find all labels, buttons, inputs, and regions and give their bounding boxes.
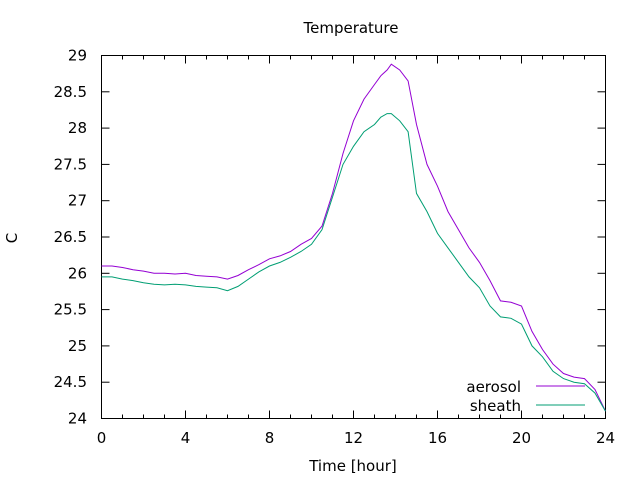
- x-tick-label: 20: [512, 429, 531, 447]
- y-tick-label: 25.5: [54, 301, 87, 319]
- y-tick-label: 24: [68, 410, 87, 428]
- x-tick-label: 4: [181, 429, 191, 447]
- x-axis-label: Time [hour]: [308, 457, 397, 475]
- legend-label-aerosol: aerosol: [466, 378, 521, 396]
- y-tick-label: 26.5: [54, 228, 87, 246]
- y-tick-label: 27.5: [54, 155, 87, 173]
- axis-tick-labels: 0 4 8 12 16 20 24 24 24.5 25 25.5 26 26.5 27 27.5 28 28.…: [54, 47, 615, 448]
- series-line-sheath: [101, 113, 606, 412]
- x-tick-label: 24: [596, 429, 615, 447]
- y-tick-label: 28: [68, 119, 87, 137]
- y-axis-label: C: [3, 233, 21, 243]
- y-tick-label: 26: [68, 264, 87, 282]
- x-tick-label: 8: [265, 429, 275, 447]
- y-tick-label: 29: [68, 47, 87, 65]
- legend-label-sheath: sheath: [470, 397, 521, 415]
- series-lines: [101, 63, 606, 412]
- y-tick-label: 25: [68, 337, 87, 355]
- y-tick-label: 24.5: [54, 373, 87, 391]
- series-line-aerosol: [101, 63, 606, 412]
- axis-ticks: [101, 55, 606, 419]
- x-tick-label: 12: [344, 429, 363, 447]
- y-tick-label: 28.5: [54, 83, 87, 101]
- chart-title: Temperature: [302, 19, 398, 37]
- legend: aerosol sheath: [466, 378, 585, 415]
- y-tick-label: 27: [68, 192, 87, 210]
- x-tick-label: 16: [428, 429, 447, 447]
- x-tick-label: 0: [97, 429, 107, 447]
- plot-frame: [101, 55, 606, 419]
